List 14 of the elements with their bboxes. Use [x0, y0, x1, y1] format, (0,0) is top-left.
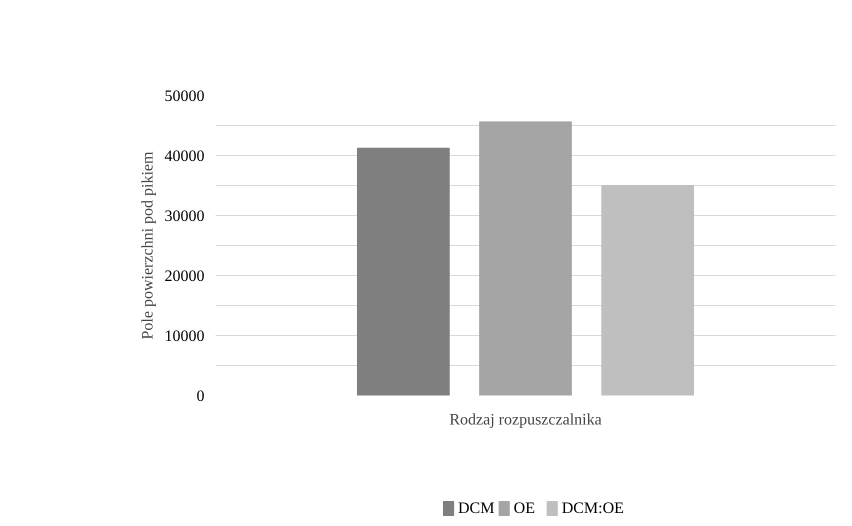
- legend-label: DCM:OE: [562, 500, 624, 517]
- bar: [479, 121, 572, 396]
- y-tick-label: 20000: [164, 268, 204, 285]
- legend-label: DCM: [458, 500, 494, 517]
- y-tick-label: 30000: [164, 208, 204, 225]
- x-axis-title: Rodzaj rozpuszczalnika: [449, 412, 602, 428]
- bar: [356, 148, 450, 396]
- legend-label: OE: [514, 500, 536, 517]
- y-tick-label: 50000: [164, 88, 204, 105]
- bar: [601, 185, 694, 396]
- y-axis-title: Pole powierzchni pod pikiem: [140, 150, 156, 340]
- y-tick-label: 0: [196, 388, 204, 405]
- y-tick-label: 10000: [164, 328, 204, 345]
- y-tick-label: 40000: [164, 148, 204, 165]
